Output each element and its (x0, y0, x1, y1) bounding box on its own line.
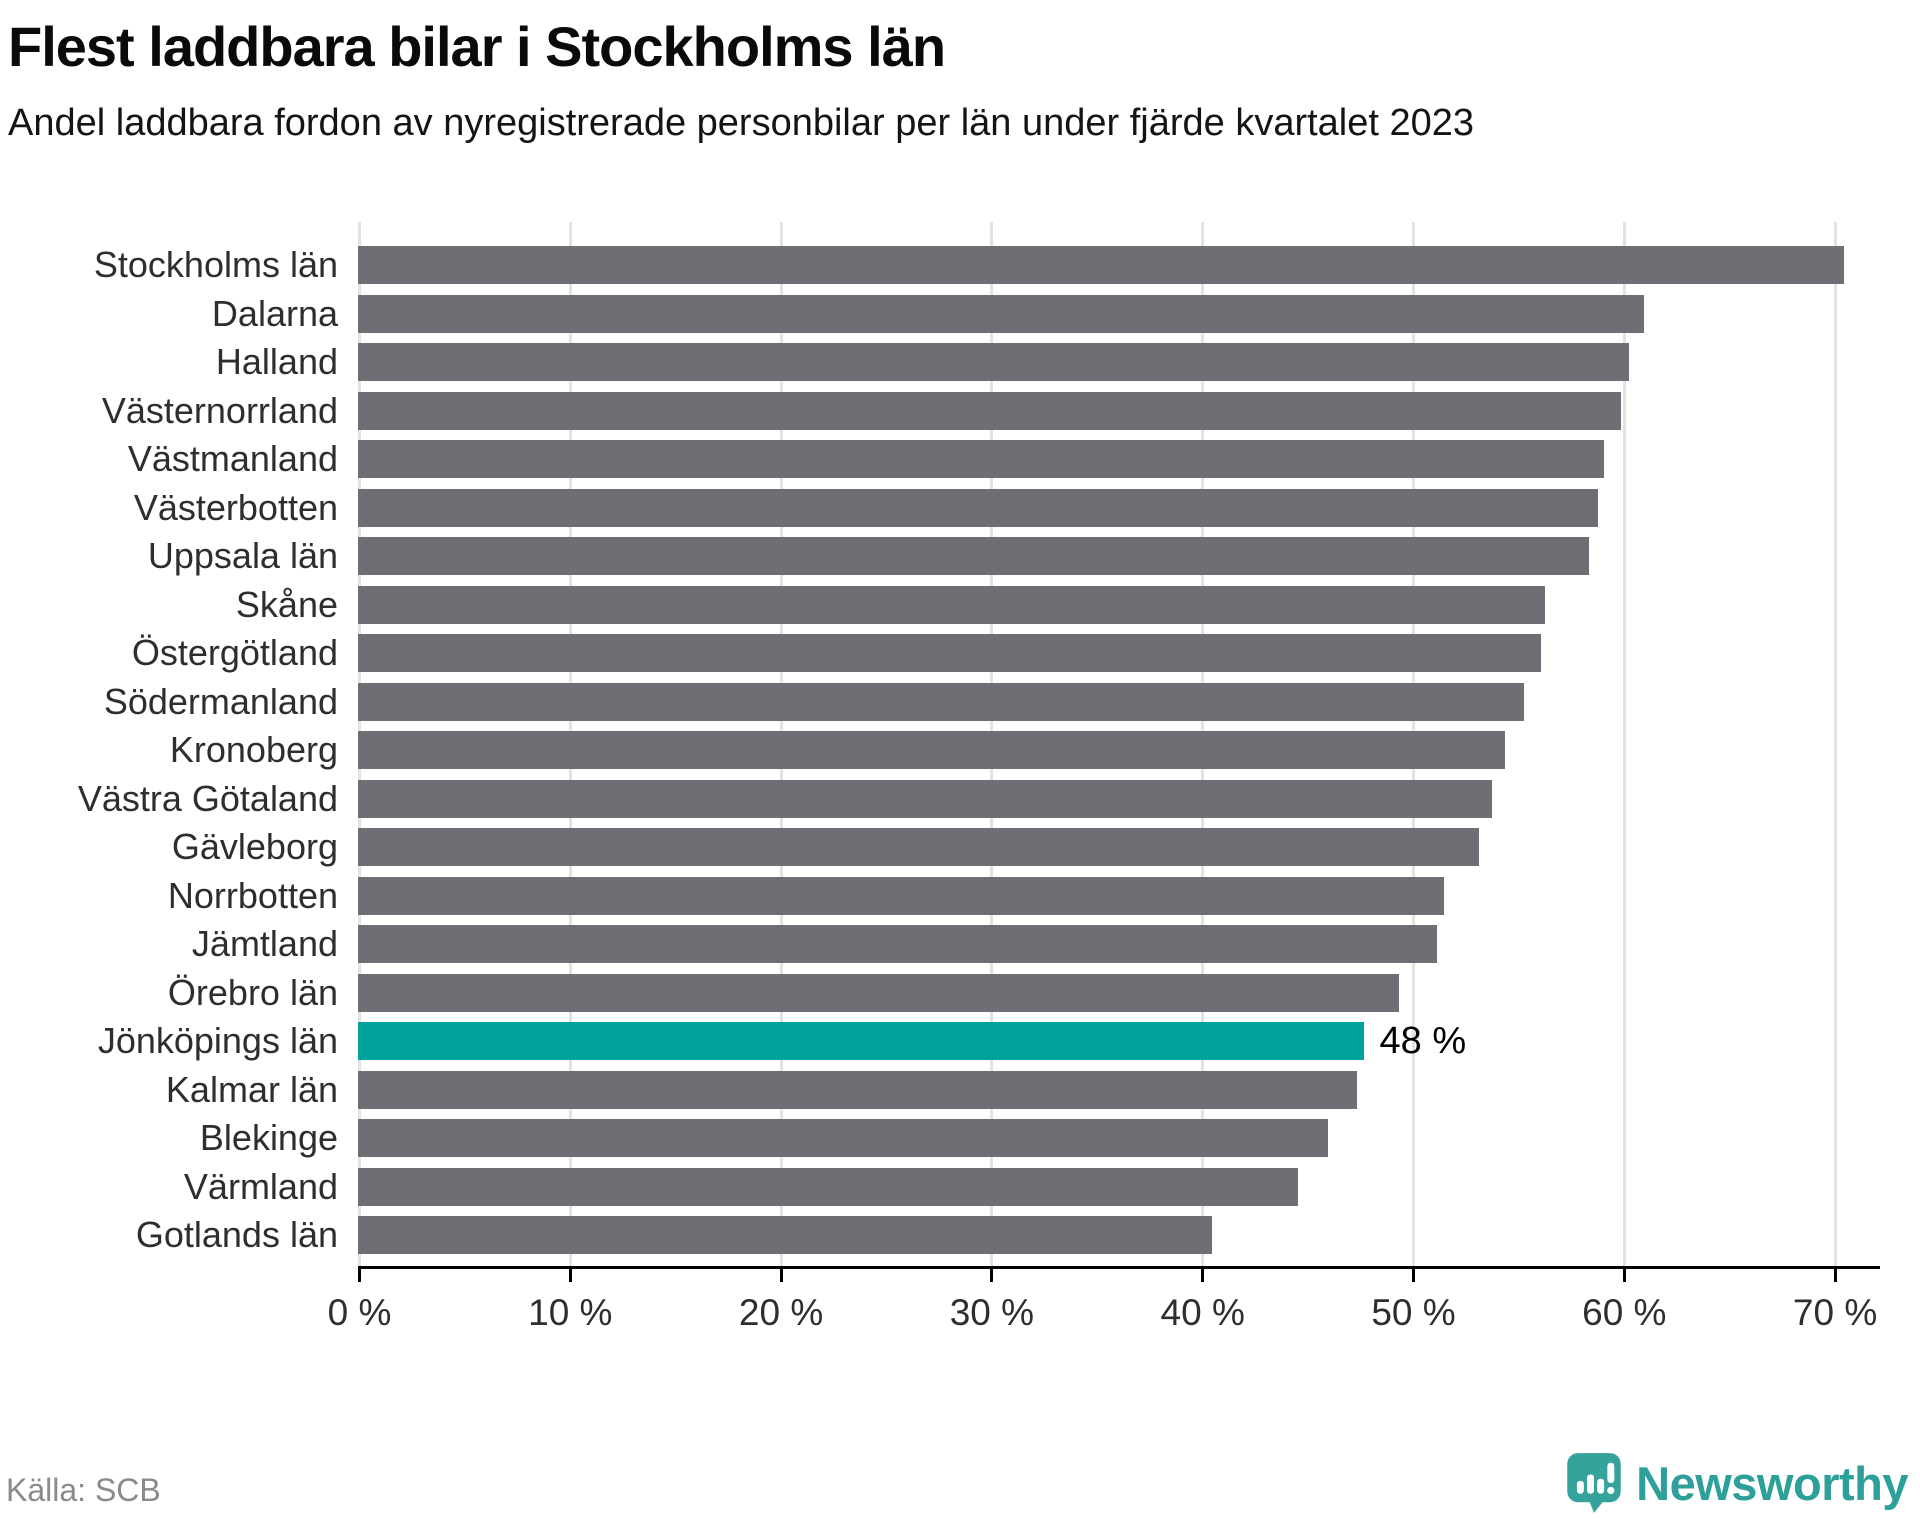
x-axis-line (358, 1266, 1880, 1269)
bar (358, 731, 1505, 770)
category-label: Blekinge (199, 1117, 338, 1159)
bar (358, 925, 1438, 964)
bar (358, 876, 1444, 915)
bar (358, 585, 1545, 624)
source-note: Källa: SCB (6, 1472, 161, 1508)
bar-row: Södermanland (0, 678, 1920, 727)
category-label: Halland (215, 341, 338, 383)
bar-row: Norrbotten (0, 872, 1920, 921)
category-label: Uppsala län (147, 535, 338, 577)
category-label: Jämtland (191, 923, 338, 965)
category-label: Västernorrland (101, 389, 338, 431)
x-axis-tick (779, 1266, 783, 1282)
brand-logo: Newsworthy (1566, 1452, 1908, 1514)
category-label: Kronoberg (169, 729, 338, 771)
category-label: Gävleborg (171, 826, 338, 868)
bar (358, 391, 1621, 430)
bar-row: Stockholms län (0, 241, 1920, 290)
bar-row: Blekinge (0, 1114, 1920, 1163)
category-label: Jönköpings län (97, 1020, 338, 1062)
bar-row: Värmland (0, 1163, 1920, 1212)
x-axis-tick (1412, 1266, 1415, 1282)
bar (358, 1119, 1328, 1158)
bar-rows: Stockholms län Dalarna Halland Västernorrla… (0, 241, 1920, 1260)
category-label: Skåne (235, 583, 338, 625)
value-label: 48 % (1379, 1019, 1467, 1062)
bar (358, 682, 1524, 721)
x-axis-tick (1201, 1266, 1205, 1282)
x-axis-tick (568, 1266, 572, 1282)
bar (358, 828, 1480, 867)
x-axis-tick-label: 0 % (327, 1292, 392, 1333)
page-title: Flest laddbara bilar i Stockholms län (8, 15, 946, 78)
bar-row: Halland (0, 338, 1920, 387)
x-axis-tick-label: 30 % (949, 1292, 1035, 1333)
bar-row: Västernorrland (0, 387, 1920, 436)
bar (358, 440, 1604, 479)
x-axis-tick-label: 60 % (1582, 1292, 1667, 1333)
category-label: Västra Götaland (77, 777, 338, 819)
bar (358, 537, 1590, 576)
category-label: Södermanland (103, 680, 338, 722)
bar (358, 294, 1644, 333)
bar-row: Gävleborg (0, 823, 1920, 872)
bar-row: Västra Götaland (0, 775, 1920, 824)
bar (358, 973, 1400, 1012)
bar-row: Västerbotten (0, 484, 1920, 533)
bar-row: Gotlands län (0, 1211, 1920, 1260)
bar-row: Kalmar län (0, 1066, 1920, 1115)
bar (358, 779, 1493, 818)
bar-chart-plot: Stockholms län Dalarna Halland Västernorrla… (0, 222, 1920, 1266)
bar (358, 343, 1630, 382)
chart-subtitle: Andel laddbara fordon av nyregistrerade … (8, 102, 1475, 144)
category-label: Västerbotten (133, 486, 338, 528)
bar-row: Uppsala län (0, 532, 1920, 581)
bar (358, 1070, 1358, 1109)
x-axis-tick-label: 20 % (738, 1292, 824, 1333)
x-axis-tick-label: 50 % (1371, 1292, 1456, 1333)
bar (358, 634, 1541, 673)
bar-row: Skåne (0, 581, 1920, 630)
x-axis-tick (1622, 1266, 1626, 1282)
bar-row: Kronoberg (0, 726, 1920, 775)
x-axis-tick-label: 40 % (1160, 1292, 1245, 1333)
x-axis-tick (358, 1266, 361, 1282)
bar (358, 1216, 1212, 1255)
category-label: Värmland (183, 1165, 338, 1207)
bar-row: Dalarna (0, 290, 1920, 339)
category-label: Örebro län (167, 971, 338, 1013)
gridline (1622, 222, 1626, 1266)
speech-bubble-bar-chart-icon (1567, 1453, 1621, 1513)
category-label: Västmanland (127, 438, 338, 480)
bar-row: Örebro län (0, 969, 1920, 1018)
bar-row: Jämtland (0, 920, 1920, 969)
bar (358, 246, 1845, 285)
x-axis-tick-label: 10 % (528, 1292, 613, 1333)
bar (358, 488, 1598, 527)
brand-wordmark: Newsworthy (1636, 1456, 1908, 1510)
category-label: Gotlands län (135, 1214, 338, 1256)
category-label: Norrbotten (167, 874, 338, 916)
x-axis-tick (1833, 1266, 1837, 1282)
category-label: Stockholms län (93, 244, 338, 286)
bar-row: Västmanland (0, 435, 1920, 484)
highlighted-bar (358, 1022, 1364, 1061)
bar (358, 1167, 1299, 1206)
category-label: Östergötland (131, 632, 338, 674)
x-axis-tick (990, 1266, 994, 1282)
category-label: Dalarna (211, 292, 338, 334)
x-axis-tick-label: 70 % (1792, 1292, 1878, 1333)
bar-row: Östergötland (0, 629, 1920, 678)
category-label: Kalmar län (165, 1068, 338, 1110)
gridline (1833, 222, 1837, 1266)
bar-row: Jönköpings län 48 % (0, 1017, 1920, 1066)
